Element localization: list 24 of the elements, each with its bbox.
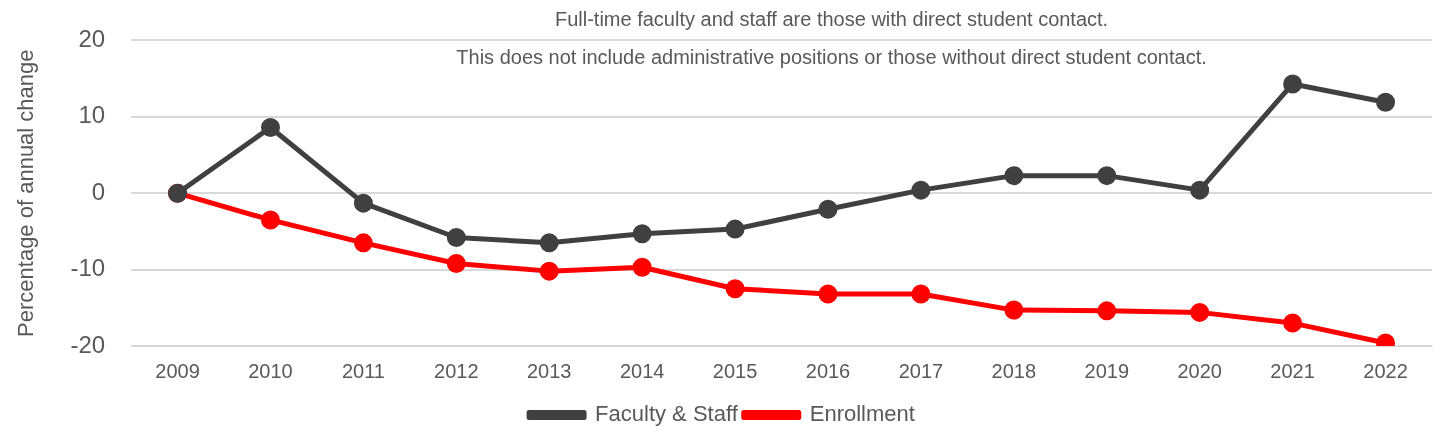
x-tick-label: 2019 [1084,359,1130,382]
y-tick-label: 10 [78,101,106,129]
x-tick-label: 2020 [1177,359,1222,382]
x-tick-label: 2022 [1363,359,1408,382]
y-tick-label: -20 [70,330,106,358]
legend-label: Faculty & Staff [595,401,739,427]
x-tick-label: 2021 [1270,359,1315,382]
x-tick-label: 2010 [248,359,293,382]
y-tick-label: -10 [70,254,106,282]
x-tick-label: 2009 [155,359,200,382]
y-tick-label: 0 [91,177,106,205]
y-tick-label: 20 [78,25,106,53]
x-tick-label: 2016 [805,359,851,382]
annotation: This does not include administrative positions or those without direct student contact. [456,45,1207,68]
legend-label: Enrollment [809,401,915,427]
x-tick-label: 2012 [434,359,479,382]
x-tick-label: 2017 [898,359,944,382]
x-tick-label: 2013 [526,359,572,382]
x-tick-label: 2015 [712,359,758,382]
x-tick-label: 2011 [341,359,385,382]
x-tick-label: 2014 [619,359,665,382]
y-axis-title: Percentage of annual change [13,49,39,337]
text: Full-time faculty and staff are those with direct student contact. [554,7,1109,30]
x-tick-label: 2018 [991,359,1037,382]
